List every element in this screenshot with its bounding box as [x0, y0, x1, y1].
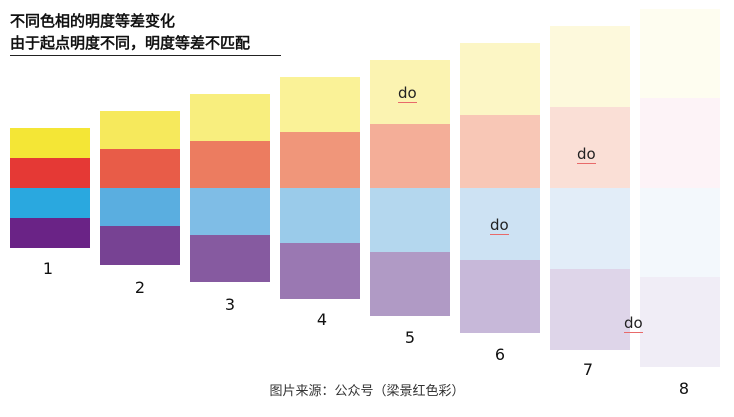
do-marker-red: do: [577, 145, 596, 164]
band-red: [370, 124, 450, 188]
swatch-column-7: [550, 26, 630, 350]
column-label-1: 1: [42, 259, 54, 278]
column-label-8: 8: [678, 379, 690, 398]
column-label-3: 3: [224, 295, 236, 314]
swatch-column-8: [640, 9, 720, 367]
column-label-4: 4: [316, 310, 328, 329]
do-marker-purple: do: [624, 314, 643, 333]
band-purple: [550, 269, 630, 350]
do-marker-yellow: do: [398, 84, 417, 103]
swatch-column-4: [280, 77, 360, 299]
band-blue: [280, 188, 360, 243]
band-purple: [280, 243, 360, 299]
swatch-column-3: [190, 94, 270, 282]
swatch-column-6: [460, 43, 540, 333]
band-red: [100, 149, 180, 188]
band-yellow: [640, 9, 720, 98]
band-blue: [550, 188, 630, 269]
band-purple: [640, 277, 720, 367]
band-purple: [370, 252, 450, 316]
band-red: [460, 115, 540, 188]
do-marker-blue: do: [490, 216, 509, 235]
band-blue: [190, 188, 270, 235]
band-yellow: [280, 77, 360, 132]
band-yellow: [460, 43, 540, 115]
band-purple: [100, 226, 180, 265]
swatch-column-1: [10, 128, 90, 248]
band-red: [10, 158, 90, 188]
title-underline: [10, 55, 281, 56]
band-red: [640, 98, 720, 188]
column-label-5: 5: [404, 328, 416, 347]
band-yellow: [10, 128, 90, 158]
band-blue: [460, 188, 540, 260]
column-label-2: 2: [134, 278, 146, 297]
band-purple: [460, 260, 540, 333]
band-blue: [100, 188, 180, 226]
swatch-column-5: [370, 60, 450, 316]
band-red: [190, 141, 270, 188]
column-label-7: 7: [582, 360, 594, 379]
band-purple: [10, 218, 90, 248]
band-yellow: [100, 111, 180, 149]
band-yellow: [190, 94, 270, 141]
band-red: [280, 132, 360, 188]
band-yellow: [370, 60, 450, 124]
band-purple: [190, 235, 270, 282]
band-blue: [640, 188, 720, 277]
title-line-2: 由于起点明度不同，明度等差不匹配: [10, 34, 251, 52]
title-line-1: 不同色相的明度等差变化: [10, 12, 176, 30]
band-blue: [370, 188, 450, 252]
image-source-caption: 图片来源：公众号（梁景红色彩）: [269, 384, 465, 399]
swatch-column-2: [100, 111, 180, 265]
band-yellow: [550, 26, 630, 107]
band-red: [550, 107, 630, 188]
column-label-6: 6: [494, 345, 506, 364]
band-blue: [10, 188, 90, 218]
